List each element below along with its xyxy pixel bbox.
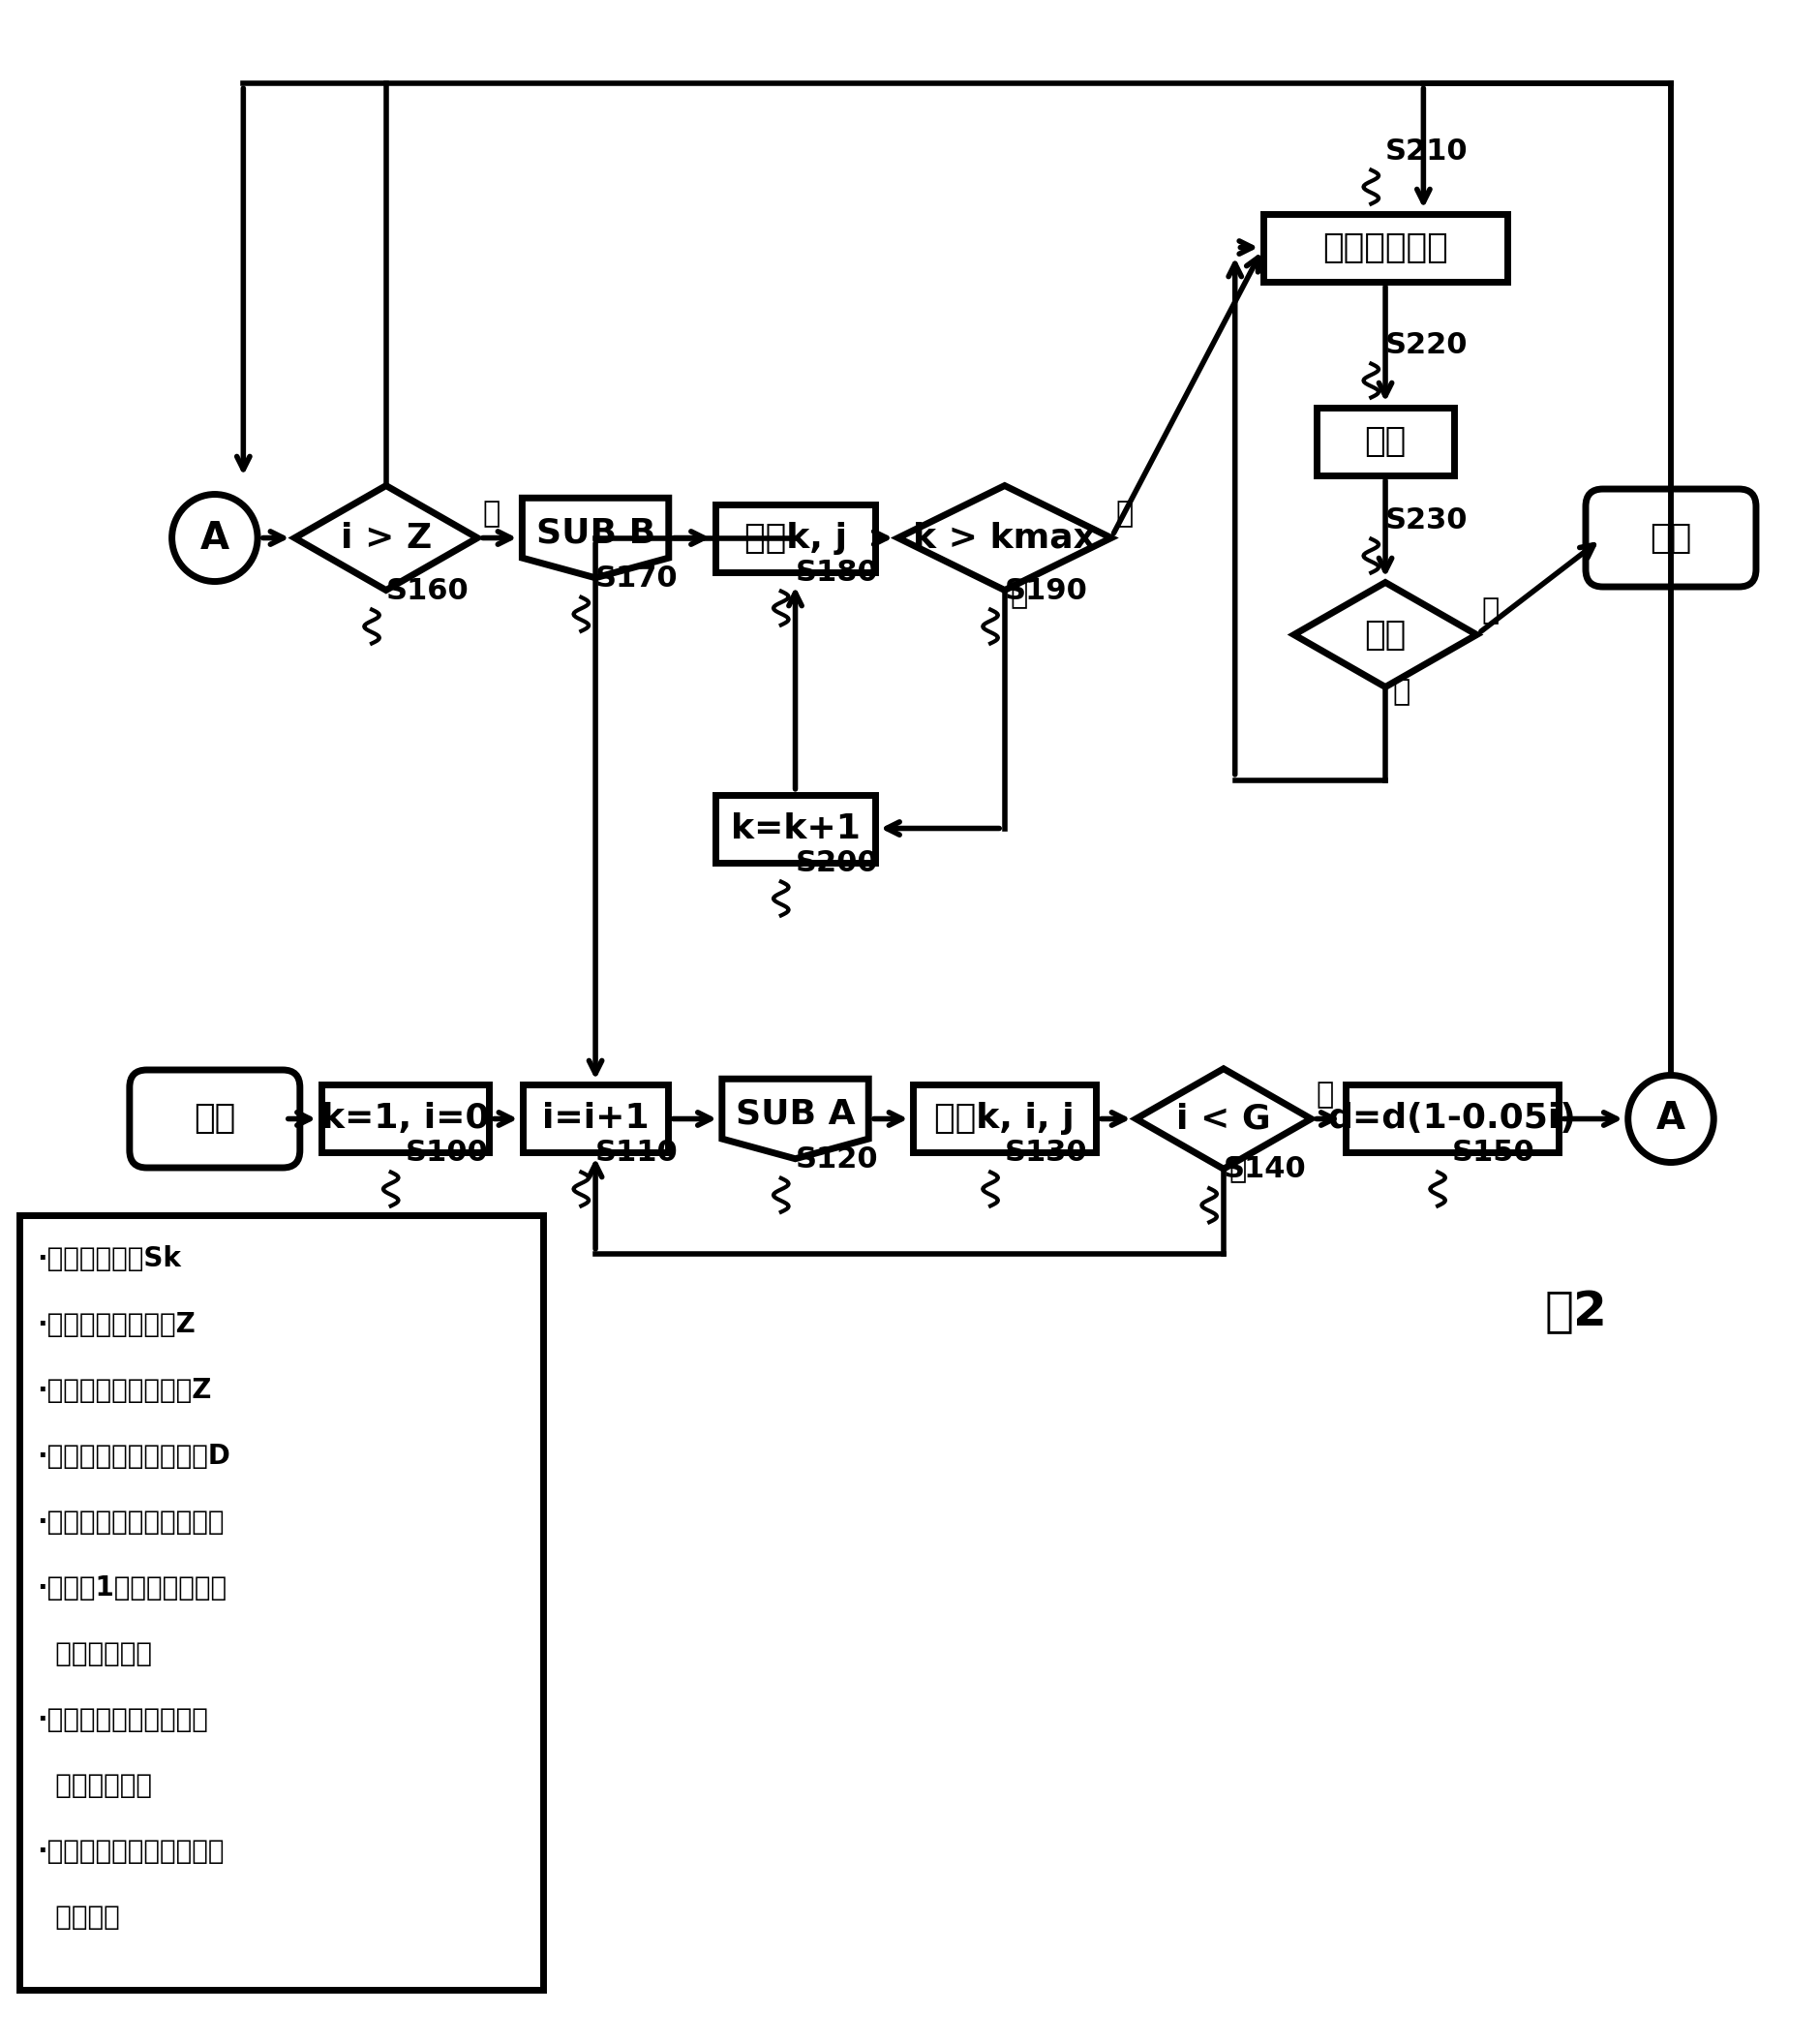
Text: ·加工第1铜层时的能量密: ·加工第1铜层时的能量密 <box>36 1574 227 1602</box>
Text: 开始: 开始 <box>195 1102 236 1134</box>
FancyBboxPatch shape <box>20 1216 544 1991</box>
Text: 图2: 图2 <box>1544 1290 1608 1335</box>
Text: 结束: 结束 <box>1650 521 1692 554</box>
Text: 是: 是 <box>1315 1081 1333 1110</box>
Polygon shape <box>1137 1069 1311 1169</box>
Text: SUB A: SUB A <box>735 1098 855 1130</box>
Text: A: A <box>200 519 229 556</box>
Text: S210: S210 <box>1386 137 1468 166</box>
Text: S190: S190 <box>1004 576 1088 605</box>
Text: 度与光束模式: 度与光束模式 <box>36 1641 153 1668</box>
Circle shape <box>1628 1075 1713 1163</box>
Text: A: A <box>1657 1100 1686 1136</box>
FancyBboxPatch shape <box>524 1085 668 1153</box>
Text: 设定照射次数: 设定照射次数 <box>1322 231 1448 264</box>
Text: ·加工铜层时的能量密度与: ·加工铜层时的能量密度与 <box>36 1838 224 1866</box>
FancyBboxPatch shape <box>913 1085 1097 1153</box>
Text: k > kmax: k > kmax <box>913 521 1097 554</box>
Text: k=k+1: k=k+1 <box>731 811 860 844</box>
Text: i < G: i < G <box>1177 1102 1271 1134</box>
Text: 存储k, j: 存储k, j <box>744 521 846 554</box>
Text: 是: 是 <box>1481 597 1499 625</box>
Polygon shape <box>722 1079 869 1159</box>
Text: 否: 否 <box>482 501 500 527</box>
Text: i > Z: i > Z <box>340 521 431 554</box>
Text: 完成: 完成 <box>1364 617 1406 652</box>
Text: S130: S130 <box>1004 1139 1088 1167</box>
Text: 加工: 加工 <box>1364 425 1406 458</box>
Text: ·加工绣缘层的光束量密度: ·加工绣缘层的光束量密度 <box>36 1508 224 1537</box>
Text: 度与光束模式: 度与光束模式 <box>36 1772 153 1799</box>
Text: 光束模式: 光束模式 <box>36 1905 120 1932</box>
Text: S220: S220 <box>1386 331 1468 360</box>
FancyBboxPatch shape <box>129 1069 300 1167</box>
Text: d=d(1-0.05i): d=d(1-0.05i) <box>1328 1102 1577 1134</box>
Text: S180: S180 <box>795 558 879 587</box>
Text: 是: 是 <box>1117 501 1133 527</box>
Text: ·测试加工位置Sk: ·测试加工位置Sk <box>36 1245 180 1273</box>
Circle shape <box>173 495 258 580</box>
Text: S100: S100 <box>406 1139 487 1167</box>
Polygon shape <box>1293 583 1477 687</box>
FancyBboxPatch shape <box>1264 213 1508 282</box>
Text: ·加工绣缘层时的能量密: ·加工绣缘层时的能量密 <box>36 1707 207 1733</box>
Text: S160: S160 <box>386 576 469 605</box>
Text: 否: 否 <box>1230 1155 1248 1183</box>
FancyBboxPatch shape <box>1346 1085 1559 1153</box>
Text: S230: S230 <box>1386 507 1468 533</box>
Text: S200: S200 <box>795 848 879 877</box>
Text: 否: 否 <box>1393 679 1412 707</box>
Text: 存储k, i, j: 存储k, i, j <box>935 1102 1075 1134</box>
Text: S150: S150 <box>1452 1139 1535 1167</box>
Text: 否: 否 <box>1010 580 1028 609</box>
Text: ·加工的铜层的层数Z: ·加工的铜层的层数Z <box>36 1312 195 1339</box>
Text: i=i+1: i=i+1 <box>542 1102 649 1134</box>
Polygon shape <box>295 486 477 591</box>
Polygon shape <box>899 486 1111 591</box>
Polygon shape <box>522 499 669 578</box>
Text: S140: S140 <box>1224 1155 1306 1183</box>
Text: SUB B: SUB B <box>537 517 655 550</box>
FancyBboxPatch shape <box>322 1085 489 1153</box>
Text: ·加工的绣缘层的层数Z: ·加工的绣缘层的层数Z <box>36 1378 211 1404</box>
FancyBboxPatch shape <box>715 795 875 863</box>
FancyBboxPatch shape <box>715 505 875 572</box>
Text: S120: S120 <box>795 1145 879 1173</box>
FancyBboxPatch shape <box>1317 407 1453 474</box>
Text: ·加工绣缘层的光束直径D: ·加工绣缘层的光束直径D <box>36 1443 231 1470</box>
Text: S170: S170 <box>595 564 678 593</box>
Text: k=1, i=0: k=1, i=0 <box>322 1102 489 1134</box>
Text: S110: S110 <box>595 1139 678 1167</box>
FancyBboxPatch shape <box>1586 489 1755 587</box>
